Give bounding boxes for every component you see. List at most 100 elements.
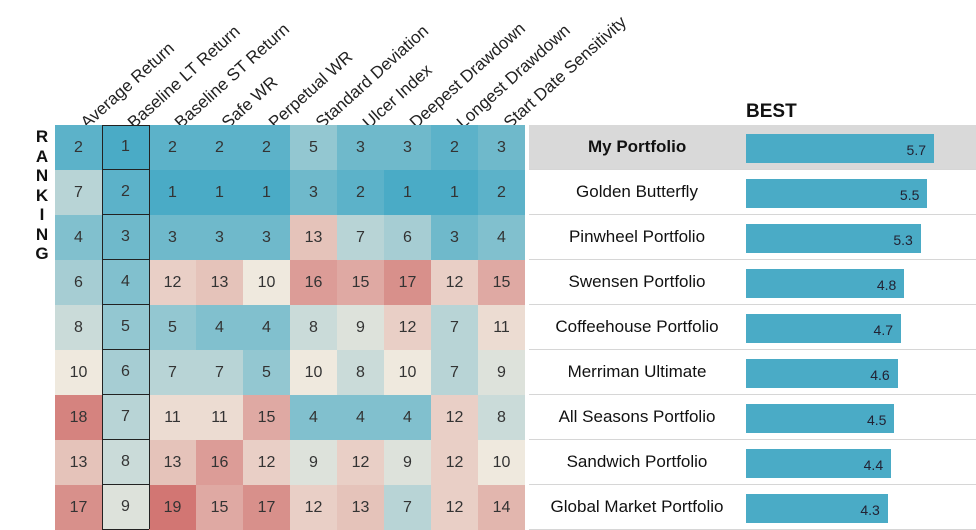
heatmap-cell: 2	[102, 170, 149, 215]
row-separator	[745, 304, 976, 305]
score-label: 4.7	[873, 322, 894, 338]
heatmap-cell: 1	[243, 170, 290, 215]
heatmap-cell: 9	[384, 440, 431, 485]
heatmap-cell: 17	[55, 485, 102, 530]
row-separator	[745, 484, 976, 485]
heatmap-cell: 2	[478, 170, 525, 215]
heatmap-cell: 13	[196, 260, 243, 305]
portfolio-name: Sandwich Portfolio	[529, 440, 745, 485]
portfolio-name: Swensen Portfolio	[529, 260, 745, 305]
row-separator	[745, 394, 976, 395]
heatmap-cell: 13	[149, 440, 196, 485]
score-label: 4.5	[866, 412, 887, 428]
score-label: 5.5	[899, 187, 920, 203]
heatmap-cell: 4	[55, 215, 102, 260]
heatmap-cell: 12	[431, 260, 478, 305]
portfolio-name: Merriman Ultimate	[529, 350, 745, 395]
heatmap-cell: 10	[243, 260, 290, 305]
heatmap-cell: 3	[431, 215, 478, 260]
score-bar	[746, 224, 921, 253]
best-label: BEST	[746, 101, 797, 122]
heatmap-cell: 2	[149, 125, 196, 170]
score-bar	[746, 449, 892, 478]
heatmap-cell: 5	[102, 305, 149, 350]
score-label: 5.3	[893, 232, 913, 248]
heatmap-cell: 4	[337, 395, 384, 440]
heatmap-cell: 7	[431, 350, 478, 395]
heatmap-cell: 6	[102, 350, 149, 395]
heatmap-cell: 17	[243, 485, 290, 530]
score-label: 4.3	[860, 502, 880, 518]
score-bar	[746, 359, 898, 388]
heatmap-cell: 16	[290, 260, 337, 305]
heatmap-cell: 8	[55, 305, 102, 350]
score-bar	[746, 494, 888, 523]
heatmap-cell: 4	[243, 305, 290, 350]
ranking-letter: I	[39, 205, 45, 224]
heatmap-cell: 12	[149, 260, 196, 305]
heatmap-cell: 12	[290, 485, 337, 530]
heatmap-cell: 10	[290, 350, 337, 395]
ranking-letter: N	[35, 224, 49, 244]
score-bar	[746, 134, 934, 163]
heatmap-cell: 3	[337, 125, 384, 170]
heatmap-cell: 8	[337, 350, 384, 395]
heatmap-cell: 17	[384, 260, 431, 305]
score-label: 4.4	[863, 457, 884, 473]
heatmap-cell: 7	[149, 350, 196, 395]
heatmap-cell: 6	[55, 260, 102, 305]
portfolio-name: Coffeehouse Portfolio	[529, 305, 745, 350]
heatmap-cell: 11	[196, 395, 243, 440]
heatmap-cell: 15	[243, 395, 290, 440]
heatmap-cell: 10	[55, 350, 102, 395]
heatmap-cell: 12	[384, 305, 431, 350]
portfolio-name: Global Market Portfolio	[529, 485, 745, 530]
row-separator	[745, 439, 976, 440]
heatmap-cell: 1	[149, 170, 196, 215]
score-bar	[746, 314, 902, 343]
heatmap-cell: 7	[337, 215, 384, 260]
score-bar	[746, 404, 895, 433]
heatmap-cell: 13	[55, 440, 102, 485]
heatmap-cell: 12	[431, 395, 478, 440]
heatmap-cell: 2	[196, 125, 243, 170]
score-label: 5.7	[906, 142, 926, 158]
heatmap-cell: 14	[478, 485, 525, 530]
heatmap-cell: 3	[196, 215, 243, 260]
heatmap-cell: 13	[337, 485, 384, 530]
score-bar	[746, 269, 905, 298]
heatmap-cell: 7	[55, 170, 102, 215]
ranking-letter: R	[35, 127, 49, 146]
heatmap-cell: 1	[196, 170, 243, 215]
heatmap-cell: 3	[478, 125, 525, 170]
heatmap-cell: 1	[384, 170, 431, 215]
heatmap-cell: 8	[478, 395, 525, 440]
heatmap-cell: 19	[149, 485, 196, 530]
heatmap-cell: 9	[290, 440, 337, 485]
heatmap-cell: 11	[149, 395, 196, 440]
heatmap-cell: 18	[55, 395, 102, 440]
heatmap-cell: 1	[431, 170, 478, 215]
heatmap-cell: 3	[102, 215, 149, 260]
heatmap-cell: 4	[102, 260, 149, 305]
heatmap-cell: 2	[243, 125, 290, 170]
heatmap-cell: 9	[102, 485, 149, 530]
heatmap-cell: 5	[149, 305, 196, 350]
heatmap-cell: 3	[243, 215, 290, 260]
heatmap-cell: 7	[431, 305, 478, 350]
ranking-letter: N	[35, 166, 49, 185]
portfolio-name: Golden Butterfly	[529, 170, 745, 215]
heatmap-cell: 4	[196, 305, 243, 350]
row-separator	[745, 259, 976, 260]
portfolio-name: Pinwheel Portfolio	[529, 215, 745, 260]
heatmap-cell: 8	[102, 440, 149, 485]
heatmap-cell: 4	[290, 395, 337, 440]
heatmap-cell: 2	[431, 125, 478, 170]
heatmap-cell: 4	[478, 215, 525, 260]
heatmap-cell: 9	[478, 350, 525, 395]
heatmap-cell: 3	[384, 125, 431, 170]
heatmap-cell: 3	[290, 170, 337, 215]
heatmap-cell: 7	[102, 395, 149, 440]
heatmap-cell: 5	[290, 125, 337, 170]
